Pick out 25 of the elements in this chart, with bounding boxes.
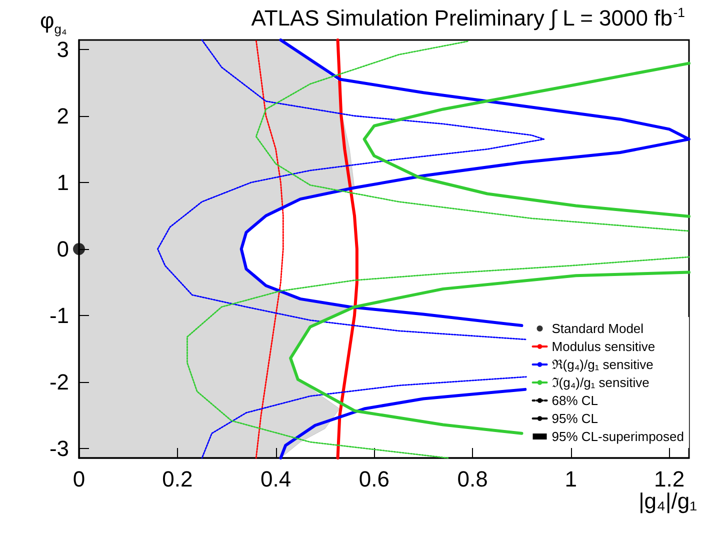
legend-label: ℑ(g₄)/g₁ sensitive [552,375,650,390]
y-tick-label: 3 [56,36,69,62]
x-tick-label: 0.8 [457,466,488,492]
legend-label: 95% CL-superimposed [552,429,684,444]
legend-label: Modulus sensitive [552,339,656,354]
x-tick-label: 1 [564,466,578,492]
legend-label: ℜ(g₄)/g₁ sensitive [552,357,654,372]
y-tick-label: -2 [49,370,69,395]
x-axis-title: |g₄|/g₁ [638,488,697,514]
x-tick-label: 0.4 [260,466,292,492]
x-tick-label: 0.2 [162,466,193,492]
line-series [255,39,284,459]
y-tick-label: 0 [56,236,69,262]
y-tick-label: -1 [49,303,69,328]
x-tick-label: 1.2 [654,466,685,492]
x-tick-label: 0.6 [358,466,390,492]
x-tick-label: 0 [72,466,86,492]
y-tick-label: 2 [56,103,69,128]
y-tick-label: -3 [49,436,69,462]
y-tick-label: 1 [56,170,69,195]
line-series [336,38,358,460]
legend-label: Standard Model [552,321,644,336]
legend-label: 68% CL [552,393,598,408]
y-axis-title: φ$_{g₄}$ [40,8,67,36]
legend-label: 95% CL [552,411,598,426]
